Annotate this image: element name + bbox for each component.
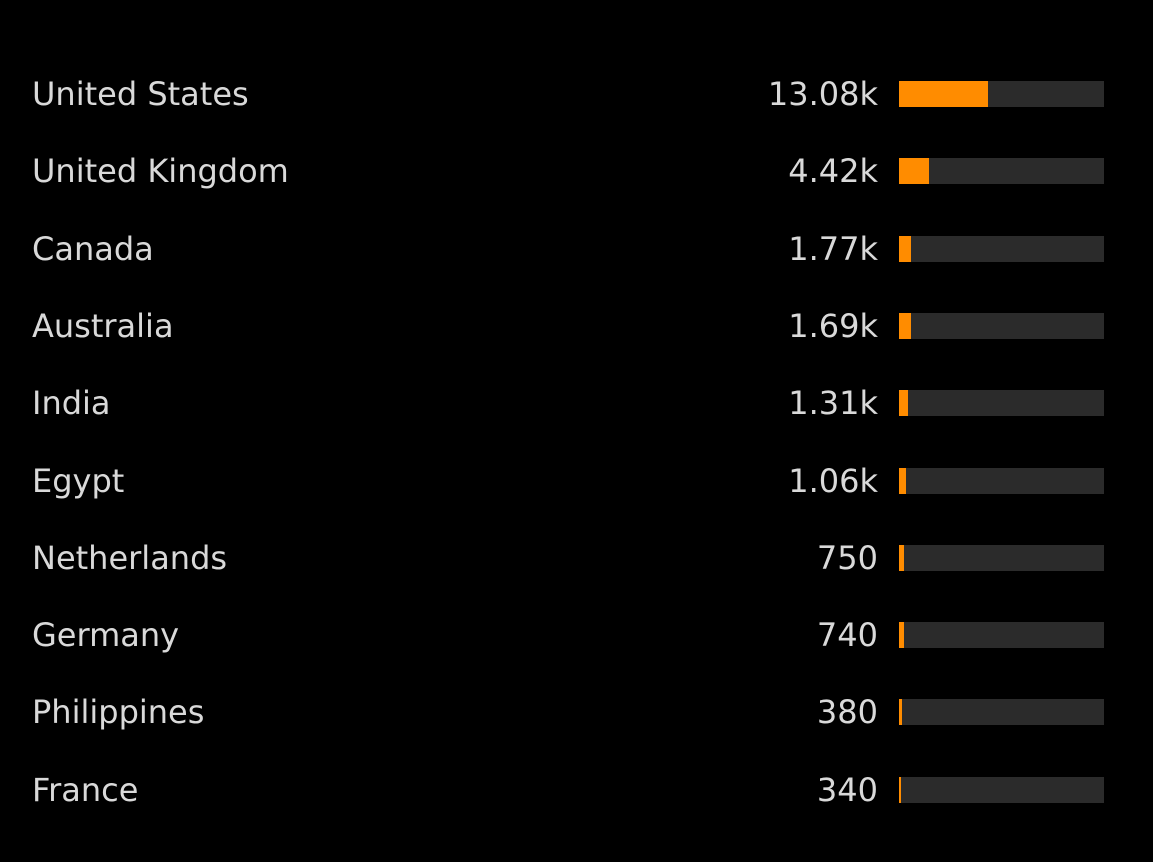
- value-label: 1.06k: [788, 461, 878, 500]
- bar-fill: [899, 312, 911, 339]
- bar-row: Netherlands 750: [0, 538, 1153, 578]
- bar-track: [899, 467, 1104, 494]
- country-label: Germany: [32, 616, 180, 655]
- value-label: 4.42k: [788, 152, 878, 191]
- bar-row: Egypt 1.06k: [0, 461, 1153, 501]
- bar-fill: [899, 544, 904, 571]
- country-label: Philippines: [32, 693, 205, 732]
- bar-row: France 340: [0, 770, 1153, 810]
- bar-fill: [899, 81, 988, 107]
- value-label: 13.08k: [767, 75, 878, 113]
- bar-fill: [899, 776, 901, 803]
- bar-track: [899, 622, 1104, 649]
- country-label: Canada: [32, 229, 154, 268]
- value-label: 740: [816, 616, 878, 655]
- country-label: United States: [32, 75, 249, 113]
- value-label: 1.77k: [788, 229, 878, 268]
- value-label: 750: [816, 538, 878, 577]
- bar-fill: [899, 467, 906, 494]
- value-label: 1.69k: [788, 306, 878, 345]
- bar-track: [899, 235, 1104, 262]
- bar-track: [899, 544, 1104, 571]
- bar-track: [899, 312, 1104, 339]
- bar-track: [899, 699, 1104, 726]
- country-label: United Kingdom: [32, 152, 289, 191]
- bar-fill: [899, 390, 908, 417]
- bar-row: Philippines 380: [0, 692, 1153, 732]
- bar-fill: [899, 699, 902, 726]
- value-label: 1.31k: [788, 384, 878, 423]
- bar-fill: [899, 622, 904, 649]
- bar-track: [899, 158, 1104, 185]
- bar-row: Australia 1.69k: [0, 306, 1153, 346]
- country-label: Egypt: [32, 461, 125, 500]
- bar-fill: [899, 158, 929, 185]
- country-label: Australia: [32, 306, 174, 345]
- value-label: 340: [816, 770, 878, 809]
- bar-row: India 1.31k: [0, 383, 1153, 423]
- bar-row: United States 13.08k: [0, 74, 1153, 114]
- country-label: India: [32, 384, 111, 423]
- value-label: 380: [816, 693, 878, 732]
- bar-track: [899, 776, 1104, 803]
- bar-row: United Kingdom 4.42k: [0, 151, 1153, 191]
- bar-track: [899, 390, 1104, 417]
- bar-fill: [899, 235, 911, 262]
- bar-track: [899, 81, 1104, 107]
- bar-row: Germany 740: [0, 615, 1153, 655]
- bar-row: Canada 1.77k: [0, 229, 1153, 269]
- country-label: France: [32, 770, 139, 809]
- country-label: Netherlands: [32, 538, 228, 577]
